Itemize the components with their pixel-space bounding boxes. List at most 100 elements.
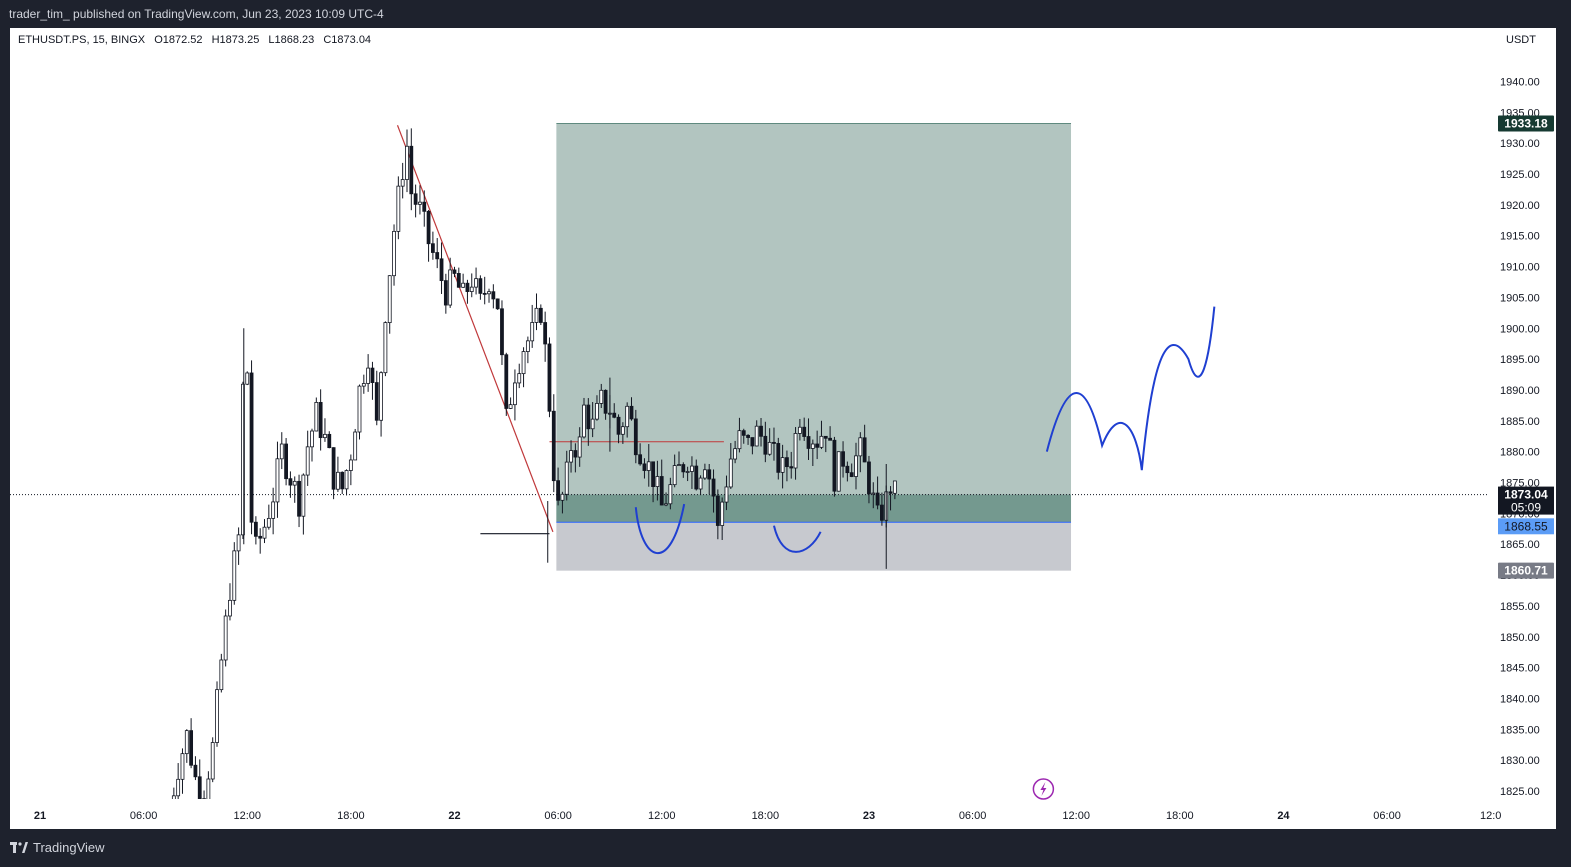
- candle: [396, 176, 401, 240]
- candle-body-down: [823, 435, 828, 439]
- candle-body-up: [245, 372, 250, 385]
- candle: [513, 369, 517, 421]
- candle: [245, 371, 250, 386]
- candle-body-up: [534, 307, 539, 323]
- candle-body-down: [331, 447, 336, 490]
- candle: [780, 444, 785, 489]
- candle-body-up: [767, 441, 772, 455]
- candle-body-up: [361, 383, 366, 387]
- candle: [336, 456, 340, 492]
- candle-body-down: [452, 269, 457, 274]
- time-tick-label: 18:00: [752, 810, 780, 822]
- candle: [664, 492, 668, 507]
- candle: [797, 418, 802, 441]
- candle: [737, 417, 742, 453]
- time-tick-label: 06:00: [544, 810, 572, 822]
- candle: [858, 432, 863, 473]
- price-tick-label: 1825.00: [1500, 786, 1540, 798]
- candle: [275, 441, 280, 518]
- candle-body-down: [862, 437, 867, 463]
- candle-body-down: [297, 480, 301, 517]
- left-shoulder-curve: [634, 503, 686, 555]
- candle: [508, 397, 513, 410]
- time-axis[interactable]: 21 06:00 12:00 18:00 22 06:00 12:00 18:00 23 06:0…: [10, 799, 1556, 829]
- candle: [538, 304, 543, 325]
- candle-body-up: [892, 480, 897, 494]
- candle-body-down: [551, 410, 556, 482]
- candle: [357, 384, 362, 440]
- candle-body-down: [409, 145, 414, 195]
- candle: [888, 486, 893, 511]
- candle-body-up: [448, 269, 453, 306]
- candle: [500, 300, 504, 365]
- time-axis-bg: [10, 799, 1556, 829]
- candle: [733, 440, 738, 464]
- candle: [776, 437, 781, 480]
- candle: [426, 209, 431, 262]
- stop-price-tag-bg: [1498, 562, 1554, 579]
- candle: [374, 370, 379, 426]
- candle-body-up: [871, 492, 876, 495]
- tradingview-logo[interactable]: TradingView: [10, 840, 105, 855]
- candlestick-chart[interactable]: USDT1825.001830.001835.001840.001845.001…: [10, 28, 1556, 829]
- candle-body-up: [344, 470, 349, 490]
- candle: [668, 477, 673, 510]
- candle: [556, 467, 560, 506]
- candle: [422, 190, 427, 227]
- candle-body-up: [396, 185, 401, 232]
- price-tick-label: 1940.00: [1500, 76, 1540, 88]
- candle-body-down: [249, 372, 254, 523]
- candle: [379, 371, 383, 437]
- candle-body-up: [292, 480, 297, 486]
- candle-body-down: [258, 535, 263, 539]
- candle-body-up: [655, 476, 660, 487]
- time-tick-label: 21: [34, 810, 46, 822]
- candle: [828, 426, 833, 441]
- candle: [236, 527, 241, 565]
- candle-body-up: [733, 448, 738, 460]
- candle-body-down: [426, 210, 431, 245]
- candle: [366, 354, 371, 392]
- candle-body-down: [443, 280, 448, 306]
- open-pnl-zone: [556, 494, 1072, 523]
- candle-body-up: [797, 426, 802, 434]
- price-tick-label: 1925.00: [1500, 169, 1540, 181]
- price-axis[interactable]: USDT 1825.00 1830.00 1835.00 1840.00 1845.00 1…: [1487, 28, 1556, 829]
- time-tick-label: 12:0: [1480, 810, 1501, 822]
- chart-frame[interactable]: USDT 1825.00 1830.00 1835.00 1840.00 1845.00 1…: [10, 28, 1556, 829]
- candle-body-up: [672, 465, 677, 486]
- candle: [875, 476, 880, 510]
- candle: [318, 389, 323, 451]
- candle: [543, 311, 548, 362]
- candle: [210, 737, 215, 783]
- candle-body-up: [461, 282, 466, 288]
- candle-body-up: [737, 430, 742, 450]
- candle: [793, 427, 798, 480]
- candle-body-down: [439, 258, 444, 282]
- candle: [439, 242, 444, 294]
- candle-body-down: [465, 282, 470, 292]
- candle-body-down: [694, 465, 699, 490]
- candle-body-down: [430, 243, 435, 253]
- candle: [323, 418, 327, 442]
- candle-body-down: [832, 439, 837, 492]
- candle: [392, 224, 396, 286]
- candle: [862, 424, 867, 463]
- time-tick-label: 23: [863, 810, 875, 822]
- candle-body-down: [776, 443, 781, 473]
- candle-body-down: [806, 436, 811, 449]
- price-tick-label: 1915.00: [1500, 231, 1540, 243]
- candle: [620, 422, 625, 444]
- price-tick-label: 1910.00: [1500, 262, 1540, 274]
- price-tick-label: 1890.00: [1500, 385, 1540, 397]
- time-tick-label: 12:00: [233, 810, 261, 822]
- price-tick-label: 1880.00: [1500, 447, 1540, 459]
- candle: [284, 438, 288, 486]
- candle: [292, 476, 297, 503]
- candle-body-down: [422, 201, 427, 212]
- candle-body-down: [642, 463, 647, 471]
- candle: [228, 583, 232, 621]
- price-tick-label: 1855.00: [1500, 601, 1540, 613]
- candle: [629, 397, 634, 421]
